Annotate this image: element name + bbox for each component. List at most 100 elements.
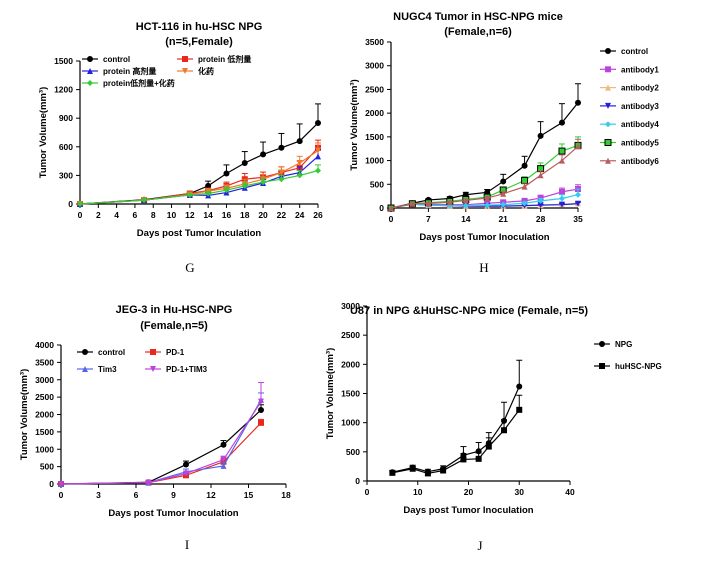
legend-item: antibody1	[600, 65, 659, 74]
legend-marker	[599, 363, 605, 369]
legend-item: protein 低剂量	[177, 54, 251, 64]
series-line	[60, 401, 262, 485]
y-tick-label: 3000	[35, 375, 54, 385]
y-tick-label: 500	[40, 462, 54, 472]
legend-item: antibody2	[600, 84, 659, 93]
x-tick-label: 35	[573, 214, 583, 224]
legend-item: control	[82, 55, 130, 64]
data-point	[388, 205, 394, 211]
series-1	[388, 83, 581, 211]
x-tick-label: 0	[59, 490, 64, 500]
data-point	[558, 119, 565, 126]
series-line	[60, 399, 262, 485]
y-tick-label: 0	[379, 203, 384, 213]
legend-marker	[87, 68, 93, 74]
data-point	[521, 176, 529, 184]
x-tick-label: 30	[515, 487, 525, 497]
legend-item: antibody4	[600, 120, 659, 129]
chart-title: JEG-3 in Hu-HSC-NPG	[116, 304, 233, 316]
y-tick-label: 1500	[35, 427, 54, 437]
data-point	[260, 179, 267, 186]
data-point	[558, 188, 565, 195]
x-tick-label: 15	[244, 490, 254, 500]
data-point	[278, 176, 285, 183]
data-point	[537, 197, 544, 204]
data-point	[278, 144, 285, 151]
x-tick-label: 40	[565, 487, 575, 497]
chart-G: HCT-116 in hu-HSC NPG (n=5,Female) 0 300 600…	[38, 21, 323, 275]
chart-subtitle: (Female,n=6)	[444, 26, 512, 38]
legend-label: control	[621, 47, 648, 56]
y-tick-label: 0	[355, 476, 360, 486]
data-point	[475, 455, 482, 462]
x-tick-label: 10	[413, 487, 423, 497]
y-tick-label: 1200	[54, 85, 73, 95]
data-point	[460, 456, 467, 463]
legend: control protein 低剂量 protein 高剂量 化药 protein低剂…	[82, 54, 251, 88]
legend-marker	[605, 157, 611, 164]
y-tick-label: 1500	[365, 132, 384, 142]
data-point	[258, 419, 264, 426]
series-line	[79, 170, 319, 205]
data-point	[484, 195, 491, 202]
legend-marker	[82, 366, 88, 372]
legend-label: Tim3	[98, 365, 117, 374]
x-tick-label: 3	[96, 490, 101, 500]
y-tick-label: 2000	[35, 410, 54, 420]
y-tick-label: 3500	[365, 37, 384, 47]
legend-item: protein低剂量+化药	[82, 78, 175, 88]
data-point	[141, 197, 148, 204]
series-4	[77, 142, 321, 207]
data-point	[315, 119, 321, 126]
data-point	[485, 443, 492, 450]
y-tick-label: 4000	[35, 340, 54, 350]
x-tick-label: 18	[281, 490, 291, 500]
legend-label: protein低剂量+化药	[103, 78, 175, 88]
y-tick-label: 600	[59, 142, 73, 152]
legend-label: antibody1	[621, 65, 659, 74]
data-point	[77, 201, 83, 207]
y-axis-label: Tumor Volume(mm³)	[19, 369, 30, 460]
data-point	[409, 200, 416, 207]
data-point	[537, 202, 544, 209]
legend-label: protein 高剂量	[103, 66, 156, 76]
data-point	[205, 182, 212, 189]
legend-item: PD-1+TIM3	[145, 365, 208, 374]
y-tick-label: 1500	[54, 56, 73, 66]
legend-label: antibody4	[621, 120, 659, 129]
y-axis-label: Tumor Volume(mm³)	[349, 79, 360, 170]
legend-marker	[605, 121, 611, 128]
legend: NPG huHSC-NPG	[594, 340, 662, 371]
legend-marker	[87, 56, 93, 62]
x-tick-label: 0	[78, 210, 83, 220]
y-tick-label: 2500	[341, 330, 360, 340]
legend-label: antibody2	[621, 84, 659, 93]
legend-item: antibody6	[600, 157, 659, 166]
legend-label: protein 低剂量	[198, 54, 251, 64]
legend-marker	[599, 341, 605, 347]
series-line	[390, 145, 579, 209]
legend-item: huHSC-NPG	[594, 362, 662, 371]
data-point	[575, 191, 581, 198]
legend-marker	[605, 48, 611, 54]
data-point	[575, 143, 581, 150]
legend-marker	[605, 66, 611, 73]
data-point	[409, 465, 416, 472]
legend-label: antibody6	[621, 157, 659, 166]
data-point	[58, 481, 64, 487]
data-point	[440, 467, 447, 474]
x-tick-label: 12	[206, 490, 216, 500]
data-point	[241, 182, 248, 189]
chart-title: U87 in NPG &HuHSC-NPG mice (Female, n=5)	[350, 305, 588, 317]
data-point	[258, 398, 264, 405]
x-tick-label: 9	[171, 490, 176, 500]
x-tick-label: 20	[258, 210, 268, 220]
data-point	[558, 147, 566, 155]
series-5	[77, 164, 321, 207]
x-tick-label: 22	[277, 210, 287, 220]
data-point	[425, 200, 432, 207]
data-point	[537, 132, 544, 139]
y-tick-label: 3500	[35, 357, 54, 367]
chart-I: JEG-3 in Hu-HSC-NPG (Female,n=5) 0 500 1000 1…	[19, 304, 291, 552]
y-tick-label: 0	[68, 199, 73, 209]
